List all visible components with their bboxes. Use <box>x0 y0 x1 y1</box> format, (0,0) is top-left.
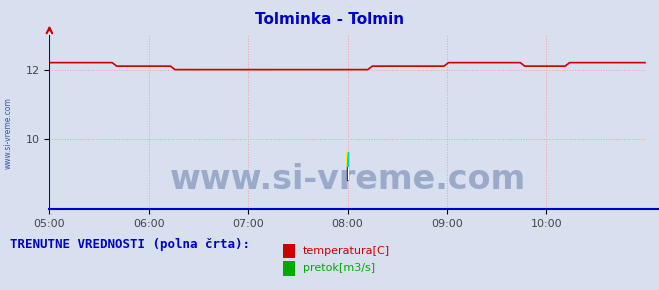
Text: Tolminka - Tolmin: Tolminka - Tolmin <box>255 12 404 27</box>
Bar <box>348 166 349 180</box>
Text: temperatura[C]: temperatura[C] <box>303 246 390 256</box>
Polygon shape <box>347 152 348 166</box>
Bar <box>347 152 348 166</box>
Text: www.si-vreme.com: www.si-vreme.com <box>169 163 526 196</box>
Text: www.si-vreme.com: www.si-vreme.com <box>3 97 13 169</box>
Text: TRENUTNE VREDNOSTI (polna črta):: TRENUTNE VREDNOSTI (polna črta): <box>10 238 250 251</box>
Polygon shape <box>347 152 348 166</box>
Bar <box>348 152 349 166</box>
Text: pretok[m3/s]: pretok[m3/s] <box>303 263 375 273</box>
Bar <box>347 166 348 180</box>
